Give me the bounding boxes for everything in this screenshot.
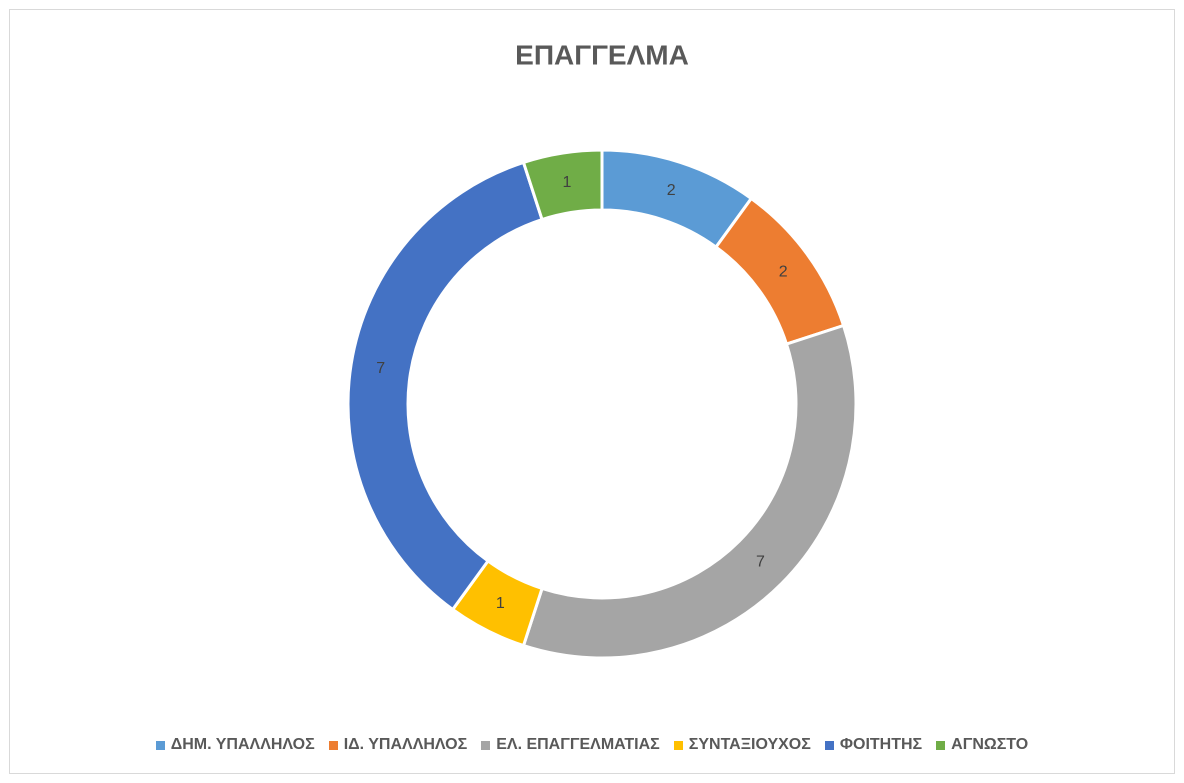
- legend-item: ΣΥΝΤΑΞΙΟΥΧΟΣ: [673, 736, 811, 754]
- data-label: 2: [667, 182, 676, 199]
- legend-swatch: [936, 740, 946, 750]
- data-label: 7: [376, 360, 385, 377]
- data-label: 1: [563, 174, 572, 191]
- legend-item: ΔΗΜ. ΥΠΑΛΛΗΛΟΣ: [155, 736, 315, 754]
- legend-label: ΔΗΜ. ΥΠΑΛΛΗΛΟΣ: [170, 736, 315, 753]
- legend-swatch: [328, 740, 338, 750]
- legend-item: ΦΟΙΤΗΤΗΣ: [824, 736, 923, 754]
- legend: ΔΗΜ. ΥΠΑΛΛΗΛΟΣ ΙΔ. ΥΠΑΛΛΗΛΟΣ ΕΛ. ΕΠΑΓΓΕΛΜΑ…: [0, 736, 1184, 754]
- donut-slice: [346, 160, 544, 612]
- data-label: 7: [756, 554, 765, 571]
- legend-label: ΣΥΝΤΑΞΙΟΥΧΟΣ: [688, 736, 811, 753]
- legend-swatch: [673, 740, 683, 750]
- donut-slice: [521, 323, 858, 660]
- legend-swatch: [155, 740, 165, 750]
- legend-label: ΙΔ. ΥΠΑΛΛΗΛΟΣ: [343, 736, 468, 753]
- legend-item: ΑΓΝΩΣΤΟ: [936, 736, 1028, 754]
- legend-label: ΦΟΙΤΗΤΗΣ: [839, 736, 923, 753]
- data-label: 2: [779, 264, 788, 281]
- legend-item: ΙΔ. ΥΠΑΛΛΗΛΟΣ: [328, 736, 468, 754]
- donut-slice: [521, 148, 604, 222]
- legend-label: ΕΛ. ΕΠΑΓΓΕΛΜΑΤΙΑΣ: [496, 736, 660, 753]
- legend-swatch: [824, 740, 834, 750]
- data-label: 1: [496, 595, 505, 612]
- legend-label: ΑΓΝΩΣΤΟ: [951, 736, 1029, 753]
- legend-swatch: [481, 740, 491, 750]
- legend-item: ΕΛ. ΕΠΑΓΓΕΛΜΑΤΙΑΣ: [481, 736, 660, 754]
- chart-title: ΕΠΑΓΓΕΛΜΑ: [515, 39, 689, 70]
